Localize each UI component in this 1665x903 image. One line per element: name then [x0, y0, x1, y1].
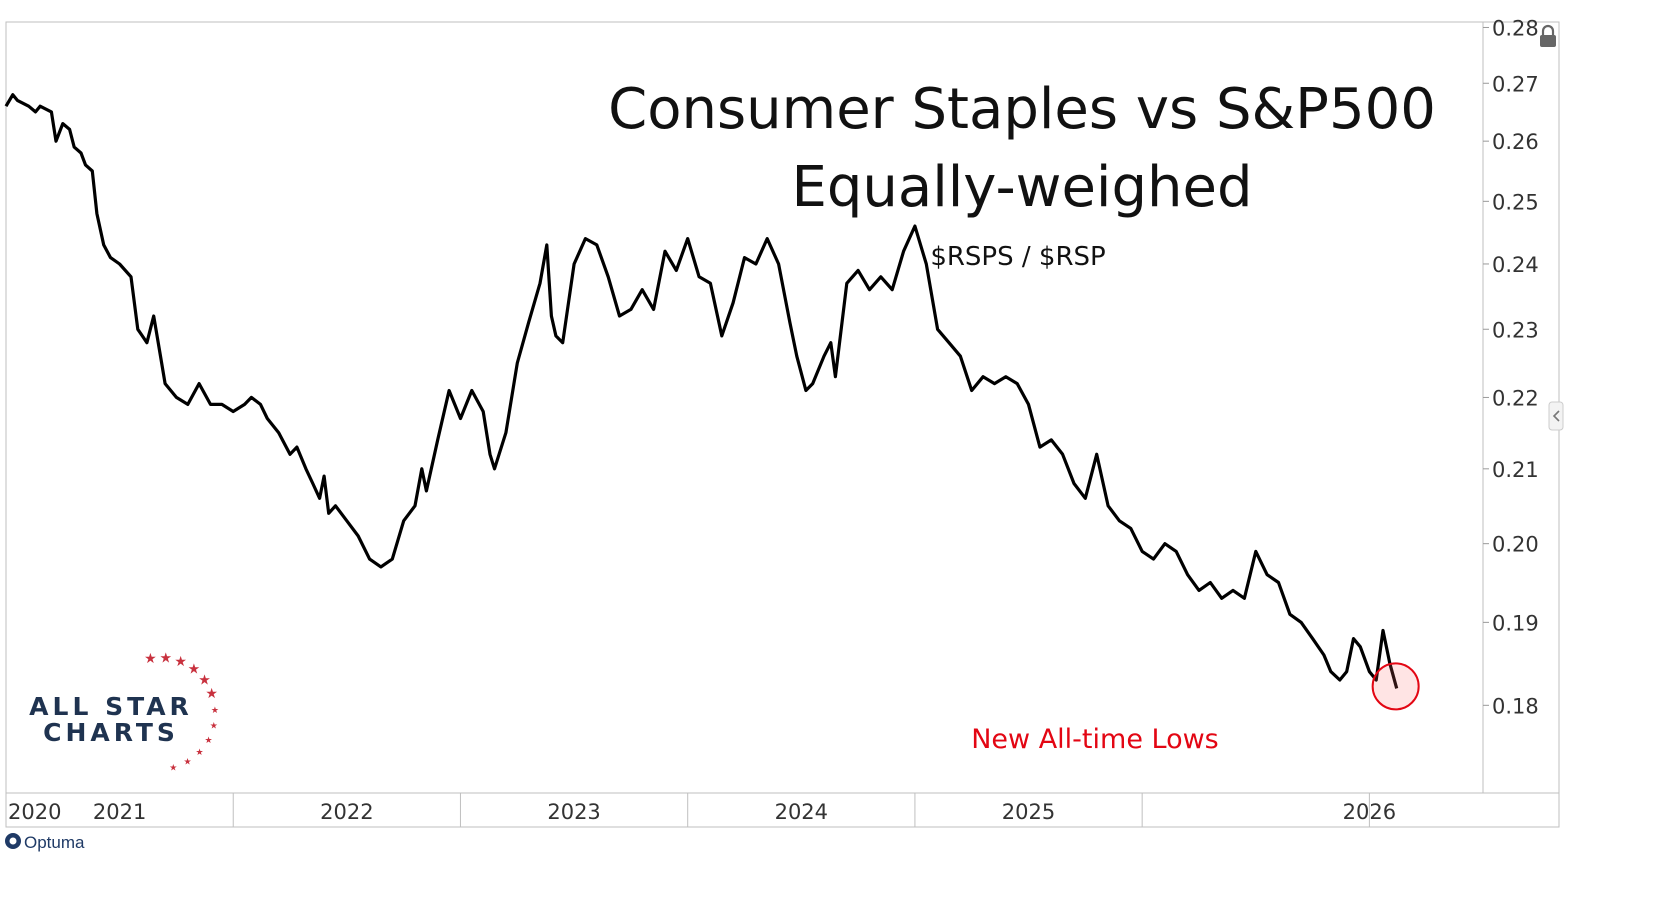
star-icon: ★: [183, 758, 191, 768]
x-tick-label: 2021: [93, 800, 146, 824]
logo-line1: ALL STAR: [29, 692, 193, 721]
star-icon: ★: [144, 651, 157, 667]
lock-icon[interactable]: [1540, 24, 1556, 47]
logo-line2: CHARTS: [43, 718, 179, 747]
star-icon: ★: [210, 721, 218, 731]
y-tick-label: 0.27: [1492, 72, 1539, 96]
star-icon: ★: [174, 654, 187, 670]
x-tick-label: 2024: [775, 800, 828, 824]
chart-subtitle: Equally-weighed: [791, 155, 1252, 220]
star-icon: ★: [205, 686, 218, 702]
y-tick-label: 0.24: [1492, 253, 1539, 277]
y-tick-label: 0.18: [1492, 694, 1539, 718]
x-tick-label: 2020: [8, 800, 61, 824]
footer-brand: Optuma: [24, 833, 85, 852]
logo-stars-icon: ★ ★ ★ ★★★★★★★★★: [144, 650, 219, 773]
x-tick-label: 2025: [1002, 800, 1055, 824]
y-axis: 0.28 0.27 0.26 0.25 0.24 0.23 0.22 0.21 0.20 0.19…: [1483, 16, 1539, 718]
all-time-low-marker: [1371, 662, 1420, 711]
star-icon: ★: [205, 736, 213, 746]
y-tick-label: 0.19: [1492, 611, 1539, 635]
panel-collapse-handle[interactable]: [1548, 401, 1564, 431]
optuma-footer: Optuma: [5, 833, 85, 852]
star-icon: ★: [198, 673, 211, 689]
ticker-label: $RSPS / $RSP: [930, 242, 1105, 272]
star-icon: ★: [188, 662, 201, 678]
star-icon: ★: [211, 706, 219, 716]
star-icon: ★: [196, 748, 204, 758]
y-tick-label: 0.21: [1492, 458, 1539, 482]
all-star-charts-logo: ★ ★ ★ ★★★★★★★★★ ALL STAR CHARTS: [29, 650, 219, 773]
star-icon: ★: [169, 763, 177, 773]
y-tick-label: 0.20: [1492, 533, 1539, 557]
y-tick-label: 0.26: [1492, 130, 1539, 154]
chart-title: Consumer Staples vs S&P500: [608, 77, 1436, 142]
chart-frame: [5, 21, 1560, 828]
annotation-label: New All-time Lows: [971, 724, 1219, 755]
y-tick-label: 0.23: [1492, 318, 1539, 342]
x-tick-label: 2026: [1343, 800, 1396, 824]
y-tick-label: 0.22: [1492, 386, 1539, 410]
x-axis: 2020 2021 2022 2023 2024 2025 2026: [8, 793, 1396, 827]
x-tick-label: 2022: [320, 800, 373, 824]
y-tick-label: 0.28: [1492, 16, 1539, 40]
x-tick-label: 2023: [547, 800, 600, 824]
series-points: [5, 94, 1397, 689]
y-tick-label: 0.25: [1492, 190, 1539, 214]
star-icon: ★: [159, 650, 172, 666]
